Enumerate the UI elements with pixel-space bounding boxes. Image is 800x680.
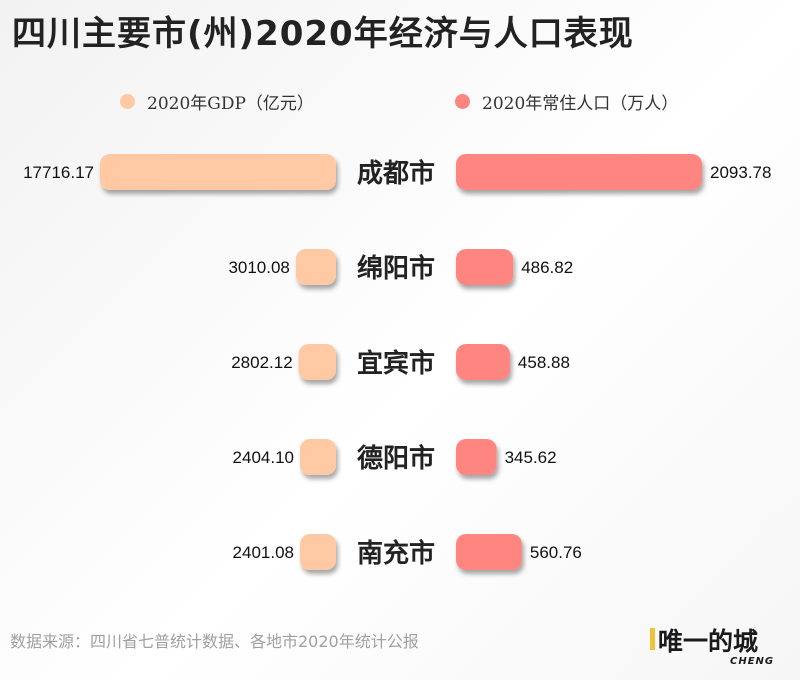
population-bar (456, 249, 514, 285)
population-bar (456, 154, 702, 190)
data-source-note: 数据来源：四川省七普统计数据、各地市2020年统计公报 (10, 632, 419, 651)
city-label: 宜宾市 (357, 348, 435, 379)
gdp-bar (300, 439, 336, 475)
population-value-label: 345.62 (505, 448, 557, 467)
chart-row: 17716.17 成都市 2093.78 (23, 154, 771, 190)
gdp-bar (100, 154, 336, 190)
chart-title: 四川主要市(州)2020年经济与人口表现 (12, 14, 634, 54)
city-label: 绵阳市 (357, 253, 435, 284)
butterfly-bar-chart: 17716.17 成都市 2093.78 3010.08 绵阳市 486.82 2802.1… (23, 154, 771, 570)
city-label: 成都市 (357, 158, 435, 189)
logo-text: 唯一的城 (658, 627, 759, 656)
city-label: 德阳市 (357, 443, 435, 474)
legend-population-swatch (455, 93, 470, 109)
legend-gdp-swatch (120, 93, 135, 109)
legend-population: 2020年常住人口（万人） (455, 88, 678, 114)
gdp-value-label: 2404.10 (233, 448, 294, 467)
city-label: 南充市 (357, 538, 435, 569)
legend-population-label: 2020年常住人口（万人） (482, 93, 679, 114)
logo-mark-icon (650, 628, 655, 650)
population-bar (456, 534, 522, 570)
chart-row: 3010.08 绵阳市 486.82 (228, 249, 573, 285)
gdp-value-label: 17716.17 (23, 163, 94, 182)
gdp-value-label: 2401.08 (233, 543, 294, 562)
brand-logo: 唯一的城 CHENG (650, 622, 790, 672)
population-value-label: 458.88 (518, 353, 570, 372)
legend-gdp: 2020年GDP（亿元） (120, 88, 314, 114)
population-value-label: 486.82 (521, 258, 573, 277)
population-bar (456, 439, 497, 475)
gdp-bar (298, 344, 336, 380)
logo-subtext: CHENG (730, 656, 775, 667)
population-value-label: 2093.78 (710, 163, 771, 182)
population-value-label: 560.76 (530, 543, 582, 562)
chart-row: 2401.08 南充市 560.76 (233, 534, 582, 570)
gdp-bar (300, 534, 336, 570)
gdp-value-label: 2802.12 (231, 353, 292, 372)
chart-row: 2802.12 宜宾市 458.88 (231, 344, 570, 380)
population-bar (456, 344, 510, 380)
gdp-bar (295, 249, 336, 285)
legend-gdp-label: 2020年GDP（亿元） (147, 93, 314, 114)
chart-row: 2404.10 德阳市 345.62 (233, 439, 557, 475)
gdp-value-label: 3010.08 (228, 258, 289, 277)
